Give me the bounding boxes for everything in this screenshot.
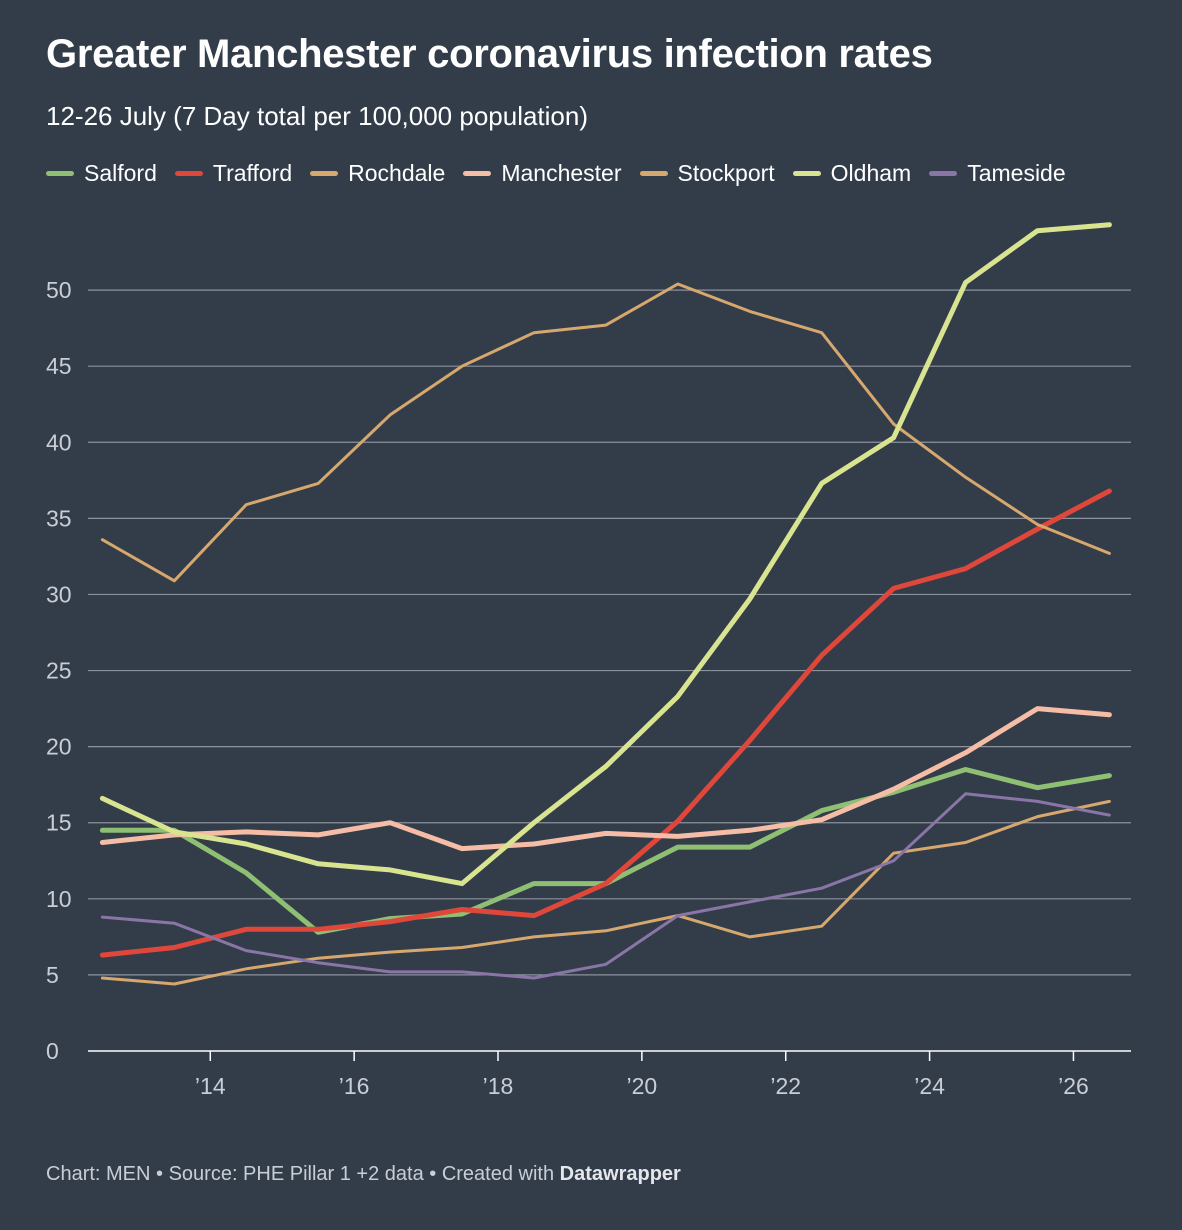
x-tick-label: ’16: [339, 1073, 370, 1099]
legend-swatch: [929, 171, 958, 176]
legend-item-tameside: Tameside: [929, 160, 1066, 187]
legend-swatch: [792, 171, 821, 176]
y-tick-label: 35: [46, 505, 72, 531]
legend-swatch: [463, 171, 492, 176]
series-line-oldham: [99, 222, 1112, 887]
legend-item-stockport: Stockport: [639, 160, 775, 187]
series-line-trafford: [99, 488, 1112, 958]
series-line-salford: [99, 767, 1112, 935]
series-line-manchester: [99, 706, 1112, 852]
legend-item-salford: Salford: [46, 160, 157, 187]
footer: Chart: MEN • Source: PHE Pillar 1 +2 dat…: [46, 1163, 681, 1186]
y-tick-label: 40: [46, 429, 72, 455]
legend-label: Rochdale: [348, 160, 446, 186]
y-tick-label: 15: [46, 810, 72, 836]
x-tick-label: ’20: [627, 1073, 658, 1099]
chart-title: Greater Manchester coronavirus infection…: [46, 32, 933, 76]
legend-label: Oldham: [830, 160, 912, 186]
series-lines: [99, 222, 1112, 986]
legend-label: Stockport: [677, 160, 775, 186]
series-line-tameside: [100, 792, 1111, 980]
legend-swatch: [174, 171, 203, 176]
series-line-rochdale: [100, 282, 1111, 583]
y-tick-label: 0: [46, 1038, 59, 1064]
footer-brand[interactable]: Datawrapper: [559, 1163, 681, 1185]
y-tick-label: 5: [46, 962, 59, 988]
x-tick-label: ’18: [483, 1073, 514, 1099]
x-tick-label: ’26: [1058, 1073, 1089, 1099]
legend-swatch: [310, 171, 339, 176]
legend-item-trafford: Trafford: [174, 160, 293, 187]
x-tick-label: ’22: [770, 1073, 801, 1099]
y-tick-label: 45: [46, 353, 72, 379]
grid: [88, 289, 1131, 976]
legend: Salford Trafford Rochdale Manchester Stockpo…: [46, 160, 1084, 187]
y-tick-label: 30: [46, 581, 72, 607]
legend-label: Manchester: [501, 160, 622, 186]
y-tick-label: 10: [46, 886, 72, 912]
x-axis: ’14 ’16 ’18 ’20 ’22 ’24 ’26: [88, 1050, 1131, 1099]
legend-label: Trafford: [212, 160, 293, 186]
legend-label: Salford: [84, 160, 157, 186]
footer-credits: Chart: MEN • Source: PHE Pillar 1 +2 dat…: [46, 1163, 560, 1185]
y-tick-label: 50: [46, 277, 72, 303]
y-axis: 0 5 10 15 20 25 30 35 40 45 50: [46, 277, 72, 1064]
legend-label: Tameside: [967, 160, 1066, 186]
y-tick-label: 25: [46, 658, 72, 684]
y-tick-label: 20: [46, 734, 72, 760]
legend-swatch: [639, 171, 668, 176]
legend-item-oldham: Oldham: [792, 160, 912, 187]
legend-swatch: [46, 171, 74, 176]
series-line-stockport: [100, 799, 1111, 986]
x-tick-label: ’14: [195, 1073, 226, 1099]
chart-subtitle: 12-26 July (7 Day total per 100,000 popu…: [46, 101, 589, 131]
x-tick-label: ’24: [914, 1073, 945, 1099]
legend-item-manchester: Manchester: [463, 160, 622, 187]
legend-item-rochdale: Rochdale: [310, 160, 445, 187]
